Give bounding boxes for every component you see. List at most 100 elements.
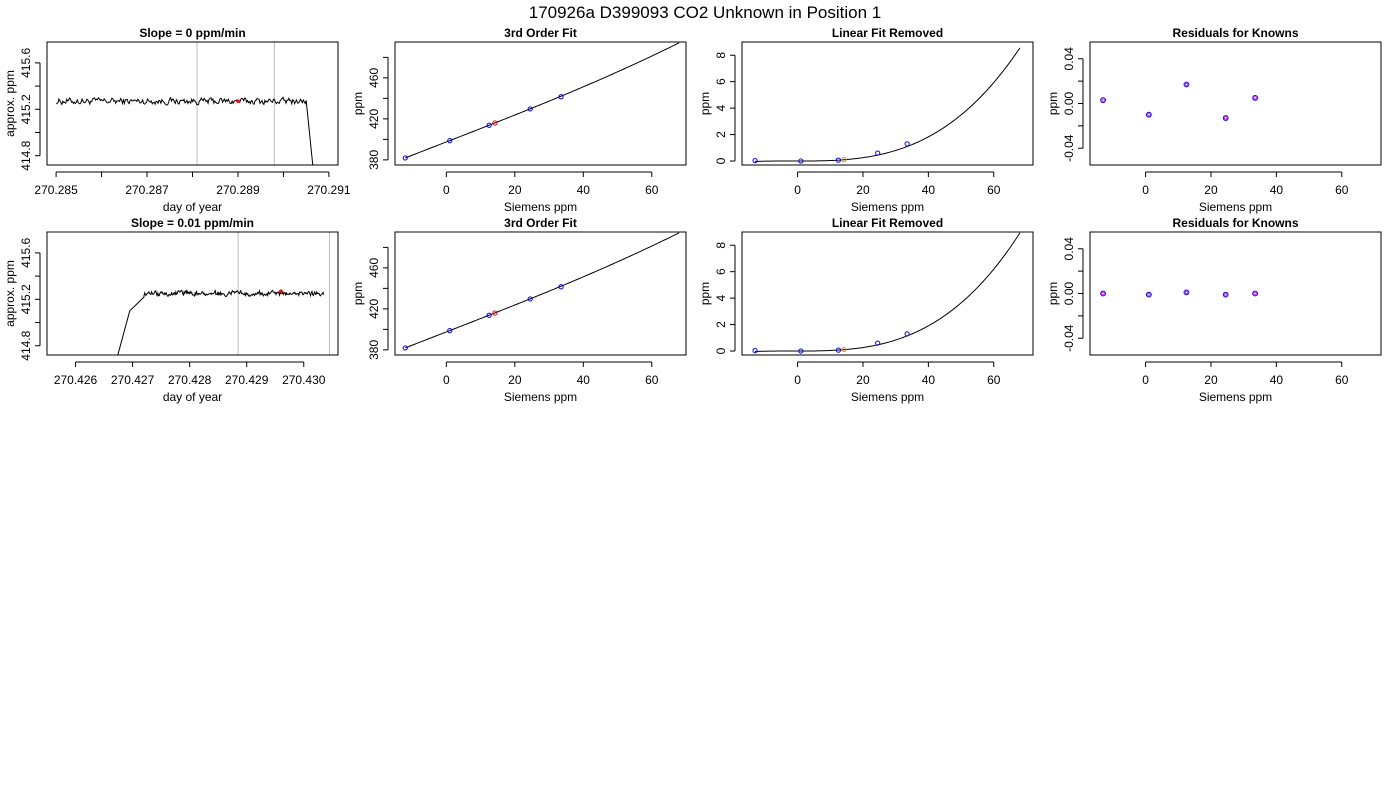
x-tick-label: 40 (1270, 183, 1284, 197)
x-tick-label: 60 (1335, 373, 1349, 387)
x-axis: 0 20 40 60 (794, 361, 1001, 387)
known-point (752, 158, 758, 164)
highlight-point (279, 289, 283, 293)
fit-curve (755, 47, 1021, 162)
x-tick-label: 40 (922, 183, 936, 197)
residual-point (1222, 291, 1229, 298)
x-tick-label: 40 (922, 373, 936, 387)
x-axis: 270.285 270.287 270.289 270.291 (34, 171, 351, 197)
unknown-point (841, 346, 847, 353)
x-tick-label: 270.430 (282, 373, 326, 387)
residual-point-inner (1253, 96, 1257, 100)
plot-area (402, 42, 680, 161)
x-axis-label: Siemens ppm (504, 390, 577, 404)
known-point (835, 157, 842, 163)
x-tick-label: 40 (577, 183, 591, 197)
y-axis-label: ppm (1046, 92, 1060, 115)
known-point (798, 348, 804, 354)
plot-area (1100, 289, 1259, 298)
known-point (402, 345, 408, 351)
y-tick-label: -0.04 (1062, 134, 1076, 162)
y-axis: -0.04 0.00 0.04 (1062, 237, 1084, 352)
x-axis: 0 20 40 60 (794, 171, 1001, 197)
residual-point (1183, 289, 1190, 296)
panel-0-1: 3rd Order Fit 0 20 40 60 Siemens ppm 380 420 460… (351, 26, 687, 214)
residual-point-inner (1147, 292, 1151, 297)
x-axis-label: day of year (163, 390, 222, 404)
panel-1-1: 3rd Order Fit 0 20 40 60 Siemens ppm 380 420 460… (351, 216, 687, 404)
y-tick-label: 0 (714, 157, 728, 164)
x-axis-label: day of year (163, 200, 222, 214)
panel-title: Linear Fit Removed (832, 216, 943, 230)
plot-frame (1089, 231, 1382, 356)
series-line (55, 96, 314, 165)
x-axis: 0 20 40 60 (1142, 361, 1349, 387)
plot-frame (46, 231, 339, 356)
y-tick-label: 415.6 (19, 238, 33, 268)
y-axis-label: ppm (351, 282, 365, 305)
x-tick-label: 40 (1270, 373, 1284, 387)
residual-point (1252, 290, 1259, 297)
panel-title: Residuals for Knowns (1172, 216, 1298, 230)
residual-point-inner (1184, 290, 1189, 295)
x-tick-label: 20 (856, 183, 870, 197)
x-tick-label: 0 (1142, 183, 1149, 197)
residual-point-inner (1147, 112, 1151, 117)
panel-1-3: Residuals for Knowns 0 20 40 60 Siemens ppm -0… (1046, 216, 1382, 404)
y-tick-label: 0.00 (1062, 281, 1076, 305)
known-point (835, 347, 842, 353)
y-tick-label: 8 (714, 242, 728, 249)
residual-point (1183, 81, 1190, 88)
y-axis-label: ppm (698, 92, 712, 115)
y-axis: -0.04 0.00 0.04 (1062, 47, 1084, 162)
residual-point (1222, 115, 1229, 121)
panel-title: Residuals for Knowns (1172, 26, 1298, 40)
residual-point-inner (1223, 292, 1228, 297)
y-axis: 414.8 415.2 415.6 (19, 48, 41, 171)
plot-area (752, 232, 1021, 354)
known-point (402, 155, 408, 161)
highlight-point (236, 99, 240, 103)
fit-curve (405, 42, 680, 159)
x-tick-label: 20 (508, 183, 522, 197)
y-tick-label: 0.00 (1062, 91, 1076, 115)
x-tick-label: 20 (1204, 183, 1218, 197)
residual-point-inner (1184, 82, 1189, 87)
known-point (447, 138, 453, 144)
x-tick-label: 0 (794, 183, 801, 197)
y-tick-label: -0.04 (1062, 324, 1076, 352)
x-axis: 0 20 40 60 (443, 361, 659, 387)
known-point (486, 312, 492, 318)
residual-point (1252, 95, 1259, 101)
y-tick-label: 414.8 (19, 140, 33, 170)
plot-area (402, 232, 680, 351)
y-tick-label: 2 (714, 131, 728, 138)
x-tick-label: 60 (645, 183, 659, 197)
x-tick-label: 270.426 (54, 373, 98, 387)
y-axis-label: ppm (351, 92, 365, 115)
y-axis: 0 2 4 6 8 (714, 242, 736, 354)
y-tick-label: 414.8 (19, 330, 33, 360)
residual-point-inner (1101, 98, 1105, 102)
known-point (875, 340, 881, 346)
panel-1-2: Linear Fit Removed 0 20 40 60 Siemens ppm 0 2 4 6… (698, 216, 1034, 404)
x-axis-label: Siemens ppm (1199, 200, 1272, 214)
x-tick-label: 0 (794, 373, 801, 387)
plot-area (117, 232, 330, 355)
x-tick-label: 0 (443, 183, 450, 197)
y-tick-label: 6 (714, 78, 728, 85)
known-point (558, 284, 564, 290)
x-tick-label: 270.287 (125, 183, 169, 197)
y-tick-label: 415.6 (19, 48, 33, 78)
known-point (904, 331, 910, 337)
y-tick-label: 4 (714, 294, 728, 301)
plot-area (55, 42, 314, 165)
unknown-point (841, 156, 847, 163)
plot-frame (394, 231, 687, 356)
x-tick-label: 20 (856, 373, 870, 387)
known-point (447, 328, 453, 334)
known-point (798, 158, 804, 164)
panel-title: 3rd Order Fit (504, 216, 577, 230)
